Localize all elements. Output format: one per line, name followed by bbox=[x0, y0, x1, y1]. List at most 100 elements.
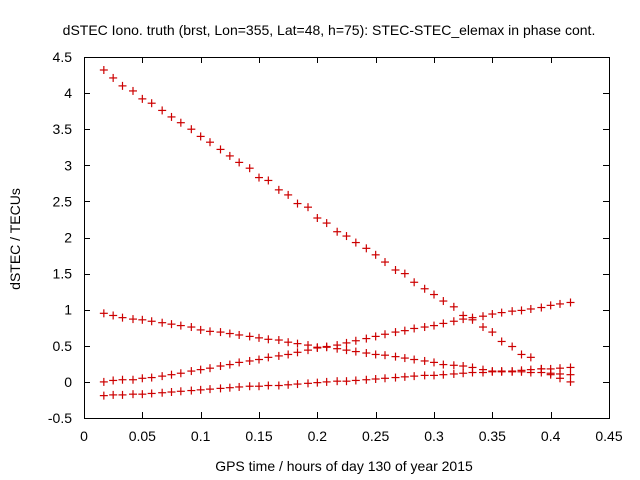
data-point bbox=[109, 311, 118, 320]
data-point bbox=[255, 382, 263, 391]
data-point bbox=[430, 358, 438, 367]
data-point bbox=[381, 258, 389, 267]
data-point bbox=[284, 380, 293, 389]
x-tick-label: 0.45 bbox=[595, 428, 622, 444]
data-point bbox=[196, 132, 205, 141]
data-point bbox=[129, 315, 137, 324]
data-point bbox=[449, 361, 458, 370]
data-point bbox=[293, 348, 302, 357]
data-point bbox=[537, 364, 546, 373]
data-point bbox=[351, 376, 360, 385]
data-point bbox=[546, 301, 555, 310]
data-point bbox=[284, 338, 293, 347]
data-point bbox=[566, 370, 575, 379]
data-point bbox=[264, 176, 273, 185]
data-point bbox=[508, 367, 517, 376]
data-point bbox=[351, 238, 360, 247]
data-point bbox=[304, 379, 312, 388]
data-point bbox=[420, 371, 429, 380]
data-point bbox=[187, 125, 196, 134]
y-tick-label: 0.5 bbox=[53, 338, 73, 354]
axis-tick-labels: 0 0.05 0.1 0.15 0.2 0.25 0.3 0.35 0.4 0.45 -0.5 0 0.… bbox=[48, 49, 623, 444]
data-point bbox=[430, 321, 438, 330]
data-point bbox=[99, 377, 108, 386]
data-point bbox=[147, 99, 156, 108]
data-point bbox=[488, 328, 497, 337]
x-tick-label: 0.25 bbox=[362, 428, 389, 444]
data-point bbox=[255, 173, 263, 182]
data-point bbox=[147, 317, 156, 326]
data-point bbox=[362, 334, 371, 343]
data-point bbox=[371, 250, 380, 259]
data-point bbox=[497, 308, 506, 317]
y-tick-label: 4 bbox=[64, 85, 72, 101]
data-point bbox=[274, 336, 283, 345]
y-tick-label: 1 bbox=[64, 302, 72, 318]
y-axis-label: dSTEC / TECUs bbox=[7, 188, 23, 290]
data-point bbox=[468, 313, 477, 322]
data-point bbox=[167, 388, 176, 397]
data-point bbox=[129, 390, 137, 399]
data-point bbox=[342, 338, 351, 347]
x-tick-label: 0 bbox=[80, 428, 88, 444]
data-point bbox=[546, 364, 555, 373]
data-point bbox=[517, 366, 526, 375]
data-point bbox=[176, 321, 185, 330]
data-point bbox=[371, 375, 380, 384]
data-point bbox=[488, 310, 497, 319]
data-point bbox=[216, 145, 225, 154]
data-point bbox=[187, 367, 196, 376]
data-point bbox=[371, 332, 380, 341]
data-point bbox=[216, 384, 225, 393]
data-point bbox=[235, 358, 244, 367]
data-point bbox=[526, 353, 535, 362]
data-point bbox=[304, 346, 312, 355]
data-point bbox=[381, 351, 389, 360]
data-point bbox=[381, 330, 389, 339]
data-point bbox=[439, 319, 448, 328]
data-point bbox=[293, 380, 302, 389]
data-point bbox=[158, 318, 167, 327]
data-point bbox=[176, 369, 185, 378]
data-point bbox=[158, 388, 167, 397]
data-point bbox=[216, 362, 225, 371]
y-tick-label: -0.5 bbox=[48, 410, 72, 426]
data-point bbox=[274, 381, 283, 390]
data-point bbox=[400, 372, 409, 381]
data-point bbox=[284, 190, 293, 199]
data-point bbox=[264, 381, 273, 390]
data-point bbox=[313, 343, 322, 352]
data-point bbox=[362, 375, 371, 384]
data-point bbox=[449, 369, 458, 378]
data-point bbox=[196, 385, 205, 394]
data-point bbox=[176, 387, 185, 396]
data-point bbox=[293, 339, 302, 348]
x-axis-label: GPS time / hours of day 130 of year 2015 bbox=[215, 458, 473, 474]
x-tick-label: 0.35 bbox=[479, 428, 506, 444]
data-point bbox=[420, 356, 429, 365]
data-point bbox=[167, 370, 176, 379]
data-point bbox=[351, 336, 360, 345]
data-point bbox=[293, 199, 302, 208]
data-point bbox=[526, 304, 535, 313]
data-point bbox=[138, 315, 147, 324]
y-tick-label: 2.5 bbox=[53, 193, 73, 209]
data-point bbox=[109, 376, 118, 385]
data-point bbox=[206, 385, 214, 394]
data-point bbox=[508, 307, 517, 316]
data-point bbox=[333, 377, 342, 386]
data-point bbox=[351, 347, 360, 356]
data-point bbox=[129, 86, 137, 95]
data-point bbox=[362, 349, 371, 358]
data-point bbox=[479, 368, 487, 377]
data-point bbox=[391, 373, 400, 382]
data-point bbox=[158, 372, 167, 381]
data-point bbox=[410, 355, 419, 364]
data-point bbox=[497, 337, 506, 346]
data-point bbox=[147, 373, 156, 382]
data-point bbox=[313, 214, 322, 223]
data-point bbox=[439, 297, 448, 306]
data-point bbox=[255, 333, 263, 342]
data-point bbox=[118, 375, 127, 384]
